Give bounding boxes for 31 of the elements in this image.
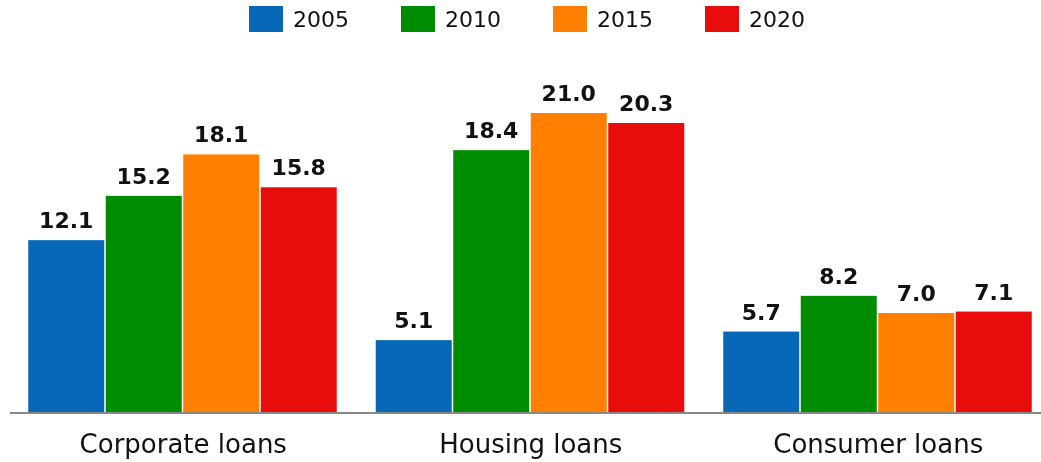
data-label: 5.7: [741, 299, 781, 325]
data-label: 18.1: [194, 122, 249, 148]
bar: [723, 331, 800, 413]
data-label: 7.0: [896, 281, 936, 306]
bar: [878, 313, 955, 413]
bar: [608, 123, 685, 413]
data-label: 15.2: [116, 163, 171, 189]
data-label: 15.8: [271, 155, 326, 181]
data-label: 12.1: [39, 208, 94, 234]
bar: [105, 195, 182, 413]
data-label: 5.1: [394, 308, 434, 334]
bar: [260, 187, 337, 413]
x-tick-label: Housing loans: [439, 429, 623, 459]
data-label: 8.2: [819, 263, 859, 289]
bar: [800, 295, 877, 413]
legend-label: 2010: [445, 7, 501, 32]
data-label: 21.0: [541, 81, 596, 106]
x-tick-label: Corporate loans: [79, 429, 287, 459]
bar: [28, 240, 105, 413]
x-tick-label: Consumer loans: [773, 429, 984, 459]
bar: [955, 311, 1032, 413]
data-label: 18.4: [464, 118, 519, 144]
legend-label: 2005: [293, 7, 349, 32]
bar: [375, 340, 452, 413]
data-label: 7.1: [974, 279, 1014, 305]
bar: [453, 150, 530, 413]
bar: [530, 113, 607, 413]
legend-label: 2020: [749, 7, 805, 32]
data-label: 20.3: [619, 91, 674, 116]
bar: [183, 154, 260, 413]
legend-label: 2015: [597, 7, 653, 32]
